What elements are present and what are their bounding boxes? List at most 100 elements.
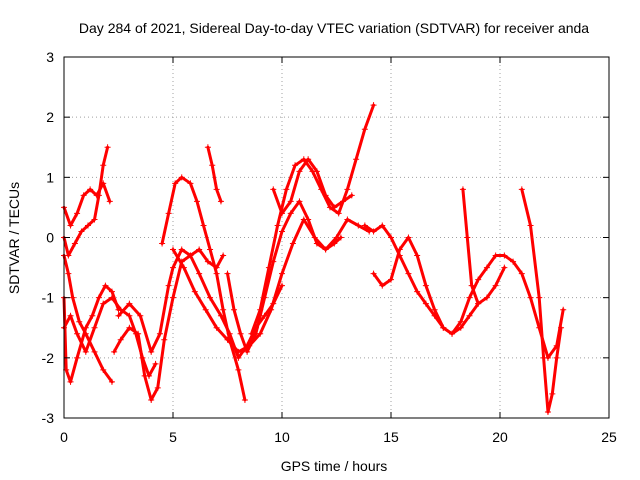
data-point <box>235 348 242 355</box>
data-point <box>196 270 203 277</box>
data-point <box>213 186 220 193</box>
data-point <box>231 306 238 313</box>
data-point <box>213 270 220 277</box>
data-point <box>106 198 113 205</box>
series-arc-8 <box>159 174 248 403</box>
data-point <box>235 366 242 373</box>
series-line <box>62 254 114 384</box>
series-line <box>461 187 506 306</box>
data-point <box>115 306 122 313</box>
data-point <box>191 288 198 295</box>
data-point <box>331 204 338 211</box>
data-point <box>202 306 209 313</box>
series-line <box>250 103 376 336</box>
data-point <box>379 222 386 229</box>
data-point <box>74 210 81 217</box>
data-point <box>283 186 290 193</box>
series-line <box>206 145 223 203</box>
data-point <box>217 198 224 205</box>
y-tick-label: 1 <box>46 169 54 185</box>
data-point <box>422 282 429 289</box>
data-point <box>148 348 155 355</box>
data-point <box>536 294 543 301</box>
data-point <box>344 216 351 223</box>
data-point <box>65 270 72 277</box>
data-point <box>220 306 227 313</box>
data-point <box>91 348 98 355</box>
data-point <box>224 336 231 343</box>
data-point <box>213 324 220 331</box>
series-line <box>62 181 112 227</box>
data-point <box>527 294 534 301</box>
data-point <box>204 144 211 151</box>
data-point <box>126 300 133 307</box>
data-point <box>553 354 560 361</box>
y-tick-label: 0 <box>46 230 54 246</box>
data-point <box>313 240 320 247</box>
data-point <box>95 294 102 301</box>
data-point <box>361 222 368 229</box>
data-point <box>544 408 551 415</box>
data-point <box>422 300 429 307</box>
data-point <box>152 360 159 367</box>
data-point <box>560 306 567 313</box>
x-tick-label: 0 <box>60 429 68 445</box>
data-point <box>289 240 296 247</box>
data-point <box>141 372 148 379</box>
data-point <box>370 102 377 109</box>
data-point <box>466 294 473 301</box>
data-point <box>220 252 227 259</box>
data-point <box>207 246 214 253</box>
x-tick-label: 10 <box>274 429 290 445</box>
data-point <box>322 192 329 199</box>
y-tick-label: 3 <box>46 49 54 65</box>
data-point <box>148 396 155 403</box>
data-point <box>388 276 394 283</box>
data-point <box>95 192 102 199</box>
data-point <box>135 330 142 337</box>
data-point <box>84 222 91 229</box>
data-point <box>475 276 482 283</box>
data-point <box>405 270 412 277</box>
data-point <box>241 396 248 403</box>
data-point <box>100 300 107 307</box>
x-axis-label: GPS time / hours <box>281 458 388 474</box>
data-point <box>337 234 344 241</box>
data-point <box>91 216 98 223</box>
data-point <box>178 174 185 181</box>
data-point <box>414 252 421 259</box>
data-point <box>126 324 133 331</box>
data-series <box>61 102 567 415</box>
data-point <box>80 192 87 199</box>
data-point <box>102 282 109 289</box>
series-arc-14 <box>361 222 567 361</box>
data-point <box>69 294 76 301</box>
series-line <box>62 145 110 257</box>
data-point <box>344 186 351 193</box>
data-point <box>296 198 303 205</box>
data-point <box>549 390 556 397</box>
x-tick-label: 20 <box>492 429 508 445</box>
series-line <box>62 284 120 384</box>
data-point <box>156 330 163 337</box>
data-point <box>159 240 166 247</box>
data-point <box>274 222 281 229</box>
data-point <box>313 168 320 175</box>
data-point <box>78 228 85 235</box>
data-point <box>204 258 211 265</box>
data-point <box>464 234 471 241</box>
series-line <box>117 248 284 360</box>
data-point <box>71 240 78 247</box>
data-point <box>207 294 214 301</box>
data-point <box>501 252 508 259</box>
series-arc-3 <box>61 144 111 259</box>
data-point <box>244 348 251 355</box>
data-point <box>180 264 187 271</box>
series-arc-12 <box>248 102 377 337</box>
data-point <box>87 186 94 193</box>
data-point <box>510 258 517 265</box>
data-point <box>414 288 421 295</box>
data-point <box>361 126 368 133</box>
y-tick-label: -2 <box>42 350 55 366</box>
data-point <box>126 312 133 319</box>
